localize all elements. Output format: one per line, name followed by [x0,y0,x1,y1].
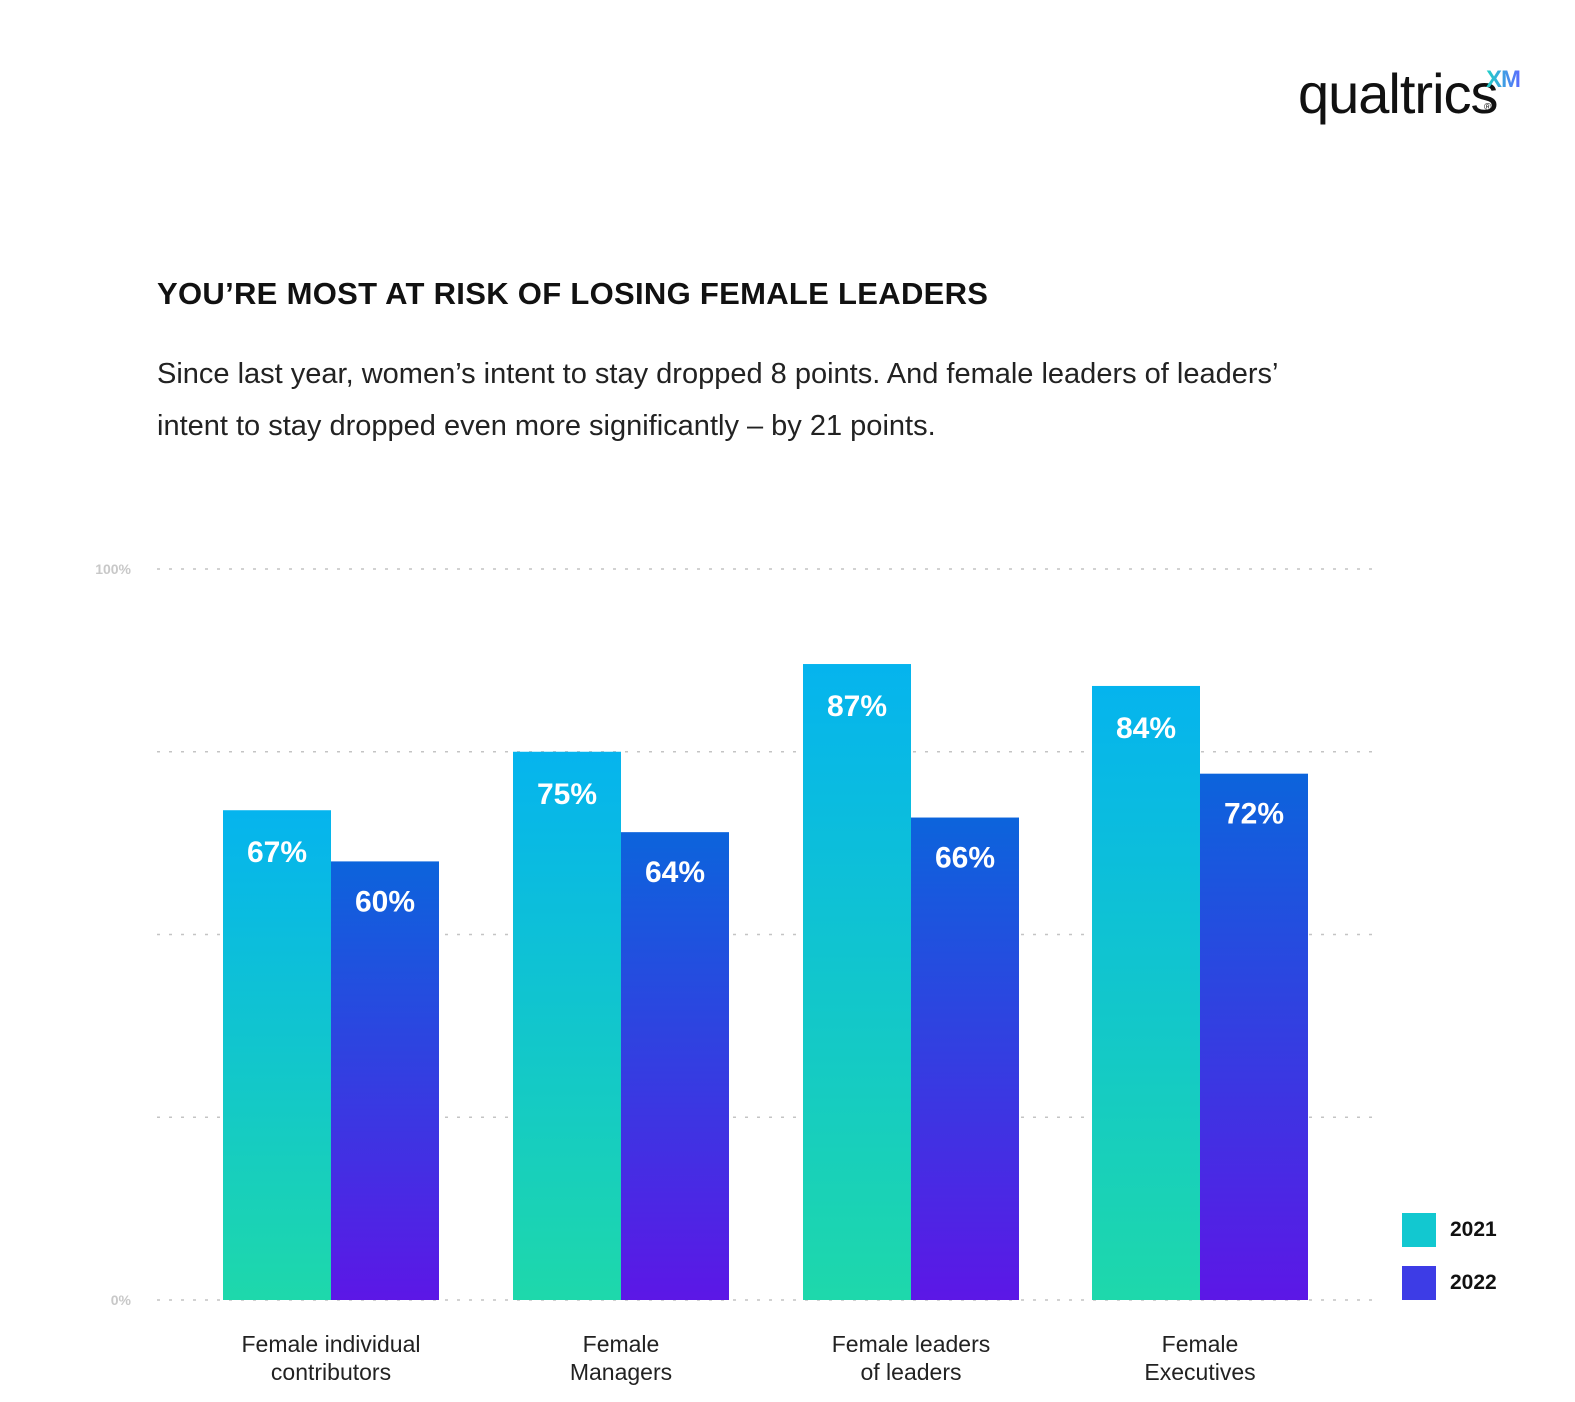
x-category-label-line: Female [583,1331,660,1357]
x-category-label-line: Managers [570,1359,672,1385]
legend-item-2022: 2022 [1402,1265,1497,1301]
bar-2021-2 [803,664,911,1300]
bars [223,664,1308,1300]
brand-xm-suffix: XM [1486,66,1521,93]
chart-title: YOU’RE MOST AT RISK OF LOSING FEMALE LEA… [157,276,989,311]
x-category-label: Female individual contributors [242,1331,421,1385]
bar-value-label: 60% [355,885,415,918]
legend-swatch-2022 [1402,1266,1436,1300]
x-category-label: Female Managers [570,1331,672,1385]
brand-wordmark: qualtrics [1298,62,1499,125]
x-category-label: Female Executives [1144,1331,1255,1385]
chart-subtitle: Since last year, women’s intent to stay … [157,358,1278,442]
bar-2022-0 [331,861,439,1300]
bar-value-label: 66% [935,842,995,875]
x-category-label-line: Female individual [242,1331,421,1357]
brand-registered-mark: ® [1484,102,1492,113]
y-tick-label: 0% [111,1292,132,1308]
bar-2021-3 [1092,685,1200,1300]
bar-value-label: 84% [1116,712,1176,745]
legend: 2021 2022 [1402,1212,1497,1318]
legend-label-2021: 2021 [1450,1218,1497,1241]
legend-swatch-2021 [1402,1213,1436,1247]
bar-value-labels: 67% 60% 75% 64% 87% 66% 84% 72% [247,690,1284,918]
bar-2021-1 [513,751,621,1300]
x-category-label-line: Female leaders [832,1331,991,1357]
x-category-label: Female leaders of leaders [832,1331,991,1385]
y-tick-label: 100% [95,561,131,577]
bar-value-label: 64% [645,856,705,889]
x-category-label-line: of leaders [860,1359,961,1385]
x-category-label-line: contributors [271,1359,391,1385]
bar-2022-2 [911,817,1019,1300]
bar-value-label: 75% [537,778,597,811]
axis-labels: 0%100%Female individual contributorsFemal… [95,561,1255,1385]
brand-logo: qualtrics XM ® [1298,62,1538,132]
x-category-label-line: Female [1162,1331,1239,1357]
bar-value-label: 87% [827,690,887,723]
bar-2022-1 [621,832,729,1300]
bar-2022-3 [1200,773,1308,1300]
legend-item-2021: 2021 [1402,1212,1497,1248]
bar-value-label: 72% [1224,798,1284,831]
bar-value-label: 67% [247,836,307,869]
bar-2021-0 [223,810,331,1300]
legend-label-2022: 2022 [1450,1271,1497,1294]
x-category-label-line: Executives [1144,1359,1255,1385]
